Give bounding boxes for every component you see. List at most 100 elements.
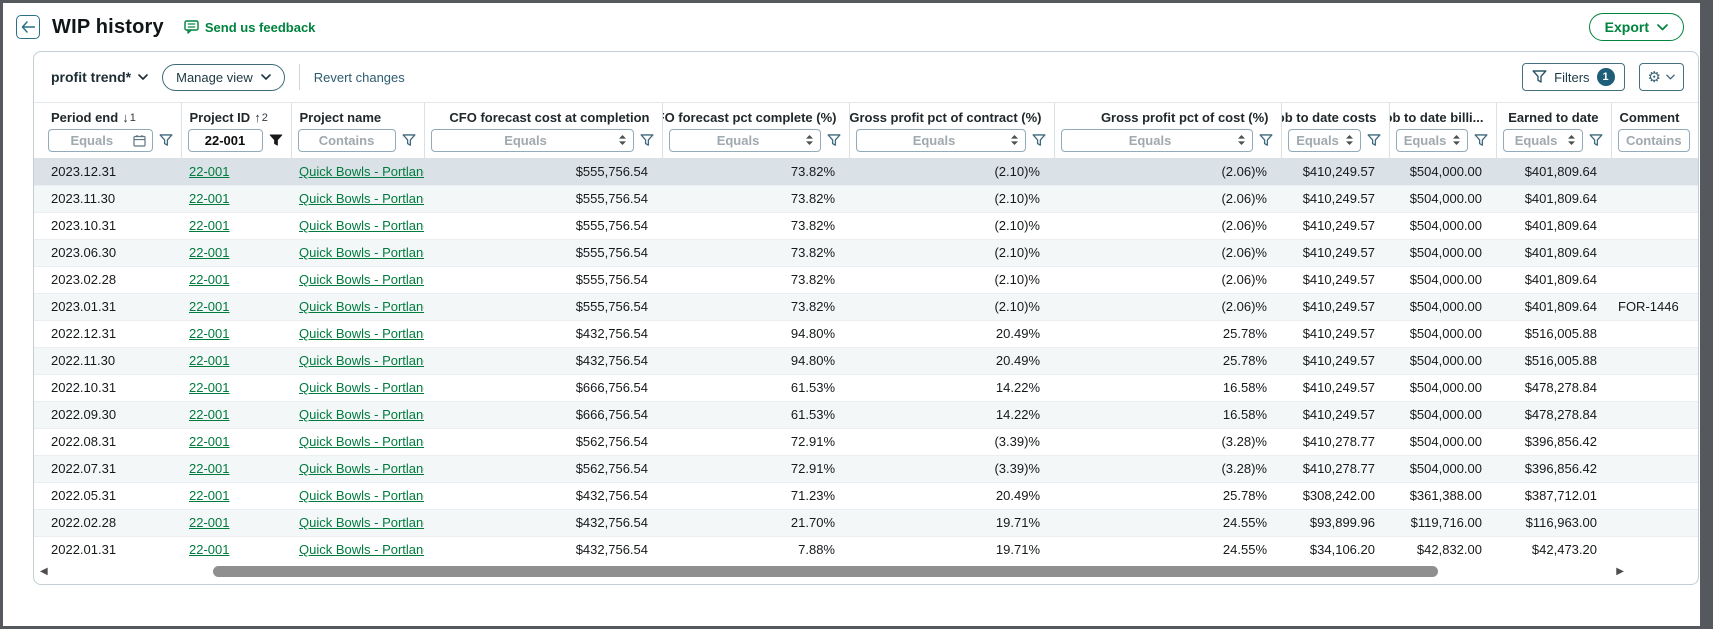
- project_id-link[interactable]: 22-001: [189, 191, 230, 206]
- table-row[interactable]: 2022.10.31 22-001 Quick Bowls - Portland $6…: [34, 374, 1698, 401]
- filter-funnel-active-icon[interactable]: [269, 133, 283, 147]
- manage-view-button[interactable]: Manage view: [162, 63, 285, 91]
- project_id-link[interactable]: 22-001: [189, 299, 230, 314]
- table-row[interactable]: 2022.08.31 22-001 Quick Bowls - Portland $5…: [34, 428, 1698, 455]
- filters-button[interactable]: Filters 1: [1522, 63, 1625, 91]
- table-row[interactable]: 2022.09.30 22-001 Quick Bowls - Portland $6…: [34, 401, 1698, 428]
- filter-input-gp_contract[interactable]: Equals: [855, 128, 1026, 152]
- filter-input-jtd_billings[interactable]: Equals: [1395, 128, 1468, 152]
- spinner-icon[interactable]: [1345, 134, 1354, 146]
- grid-settings-button[interactable]: ⚙: [1638, 63, 1684, 91]
- col-header-project_name[interactable]: Project name: [290, 103, 424, 128]
- scroll-left-icon[interactable]: ◀: [40, 566, 48, 577]
- col-header-period_end[interactable]: Period end ↓ 1: [34, 103, 181, 128]
- view-selector[interactable]: profit trend*: [51, 69, 148, 85]
- project_name-link[interactable]: Quick Bowls - Portland: [299, 272, 424, 287]
- table-row[interactable]: 2023.11.30 22-001 Quick Bowls - Portland $5…: [34, 185, 1698, 212]
- project_id-link[interactable]: 22-001: [189, 163, 230, 179]
- project_name-link[interactable]: Quick Bowls - Portland: [299, 380, 424, 395]
- filter-input-gp_cost[interactable]: Equals: [1060, 128, 1253, 152]
- back-button[interactable]: [16, 15, 40, 39]
- spinner-icon[interactable]: [1010, 134, 1019, 146]
- spinner-icon[interactable]: [1567, 134, 1576, 146]
- col-header-jtd_billings[interactable]: Job to date billi...: [1388, 103, 1496, 128]
- send-feedback-link[interactable]: Send us feedback: [184, 20, 315, 35]
- project_name-link[interactable]: Quick Bowls - Portland: [299, 353, 424, 368]
- filter-input-earned[interactable]: Equals: [1502, 128, 1583, 152]
- scroll-right-icon[interactable]: ▶: [1616, 566, 1624, 577]
- project_id-link[interactable]: 22-001: [189, 245, 230, 260]
- filter-input-period_end[interactable]: Equals: [48, 128, 153, 152]
- filter-input-project_name[interactable]: Contains: [297, 128, 396, 152]
- project_name-link[interactable]: Quick Bowls - Portland: [299, 245, 424, 260]
- horizontal-scrollbar[interactable]: ◀ ▶: [38, 564, 1694, 580]
- filter-funnel-icon[interactable]: [1366, 133, 1381, 147]
- filter-funnel-icon[interactable]: [402, 133, 416, 147]
- project_name-link[interactable]: Quick Bowls - Portland: [299, 461, 424, 476]
- revert-changes-link[interactable]: Revert changes: [313, 69, 405, 85]
- table-row[interactable]: 2022.11.30 22-001 Quick Bowls - Portland $4…: [34, 347, 1698, 374]
- spinner-icon[interactable]: [1452, 134, 1461, 146]
- table-row[interactable]: 2023.10.31 22-001 Quick Bowls - Portland $5…: [34, 212, 1698, 239]
- project_id-link[interactable]: 22-001: [189, 488, 230, 503]
- table-row[interactable]: 2022.07.31 22-001 Quick Bowls - Portland $5…: [34, 455, 1698, 482]
- table-row[interactable]: 2022.12.31 22-001 Quick Bowls - Portland $4…: [34, 320, 1698, 347]
- col-header-cfo_pct[interactable]: CFO forecast pct complete (%): [661, 103, 849, 128]
- table-row[interactable]: 2022.01.31 22-001 Quick Bowls - Portland $4…: [34, 536, 1698, 562]
- project_id-link[interactable]: 22-001: [189, 461, 230, 476]
- project_name-link[interactable]: Quick Bowls - Portland: [299, 407, 424, 422]
- project_id-link[interactable]: 22-001: [189, 353, 230, 368]
- export-button[interactable]: Export: [1588, 13, 1684, 41]
- col-header-cfo_cost[interactable]: CFO forecast cost at completion: [423, 103, 662, 128]
- col-header-jtd_costs[interactable]: Job to date costs: [1280, 103, 1389, 128]
- col-header-gp_cost[interactable]: Gross profit pct of cost (%): [1053, 103, 1281, 128]
- col-header-earned[interactable]: Earned to date: [1495, 103, 1611, 128]
- project_id-link[interactable]: 22-001: [189, 407, 230, 422]
- scrollbar-thumb[interactable]: [213, 566, 1438, 577]
- cell-cfo_pct: 72.91%: [790, 434, 835, 449]
- table-row[interactable]: 2023.01.31 22-001 Quick Bowls - Portland $5…: [34, 293, 1698, 320]
- filter-funnel-icon[interactable]: [827, 133, 841, 147]
- filter-funnel-icon[interactable]: [640, 133, 654, 147]
- filter-funnel-icon[interactable]: [1588, 133, 1603, 147]
- filter-funnel-icon[interactable]: [1473, 133, 1488, 147]
- project_name-link[interactable]: Quick Bowls - Portland: [299, 542, 424, 558]
- project_name-link[interactable]: Quick Bowls - Portland: [299, 163, 424, 179]
- table-row[interactable]: 2023.12.31 22-001 Quick Bowls - Portland $5…: [34, 158, 1698, 185]
- col-header-project_id[interactable]: Project ID ↑ 2: [180, 103, 291, 128]
- project_id-link[interactable]: 22-001: [189, 326, 230, 341]
- cell-gp_contract: 19.71%: [995, 515, 1040, 530]
- project_name-link[interactable]: Quick Bowls - Portland: [299, 299, 424, 314]
- project_name-link[interactable]: Quick Bowls - Portland: [299, 191, 424, 206]
- filter-input-cfo_pct[interactable]: Equals: [668, 128, 821, 152]
- project_name-link[interactable]: Quick Bowls - Portland: [299, 488, 424, 503]
- table-row[interactable]: 2022.02.28 22-001 Quick Bowls - Portland $4…: [34, 509, 1698, 536]
- project_id-link[interactable]: 22-001: [189, 542, 230, 558]
- project_id-link[interactable]: 22-001: [189, 218, 230, 233]
- filter-funnel-icon[interactable]: [159, 133, 173, 147]
- spinner-icon[interactable]: [618, 134, 627, 146]
- filter-funnel-icon[interactable]: [1258, 133, 1273, 147]
- table-row[interactable]: 2023.06.30 22-001 Quick Bowls - Portland $5…: [34, 239, 1698, 266]
- filter-input-jtd_costs[interactable]: Equals: [1287, 128, 1361, 152]
- project_name-link[interactable]: Quick Bowls - Portland: [299, 434, 424, 449]
- filter-funnel-icon[interactable]: [1031, 133, 1046, 147]
- cell-project_id: 22-001: [181, 266, 291, 293]
- project_name-link[interactable]: Quick Bowls - Portland: [299, 218, 424, 233]
- col-header-comment[interactable]: Comment: [1610, 103, 1698, 128]
- table-row[interactable]: 2023.02.28 22-001 Quick Bowls - Portland $5…: [34, 266, 1698, 293]
- project_id-link[interactable]: 22-001: [189, 434, 230, 449]
- filter-input-comment[interactable]: Contains: [1617, 128, 1690, 152]
- project_name-link[interactable]: Quick Bowls - Portland: [299, 515, 424, 530]
- table-row[interactable]: 2022.05.31 22-001 Quick Bowls - Portland $4…: [34, 482, 1698, 509]
- spinner-icon[interactable]: [805, 134, 814, 146]
- spinner-icon[interactable]: [1237, 134, 1246, 146]
- filter-input-project_id[interactable]: 22-001: [187, 128, 263, 152]
- filter-input-cfo_cost[interactable]: Equals: [430, 128, 634, 152]
- project_name-link[interactable]: Quick Bowls - Portland: [299, 326, 424, 341]
- project_id-link[interactable]: 22-001: [189, 272, 230, 287]
- project_id-link[interactable]: 22-001: [189, 380, 230, 395]
- calendar-icon[interactable]: [132, 134, 146, 147]
- project_id-link[interactable]: 22-001: [189, 515, 230, 530]
- col-header-gp_contract[interactable]: Gross profit pct of contract (%): [848, 103, 1054, 128]
